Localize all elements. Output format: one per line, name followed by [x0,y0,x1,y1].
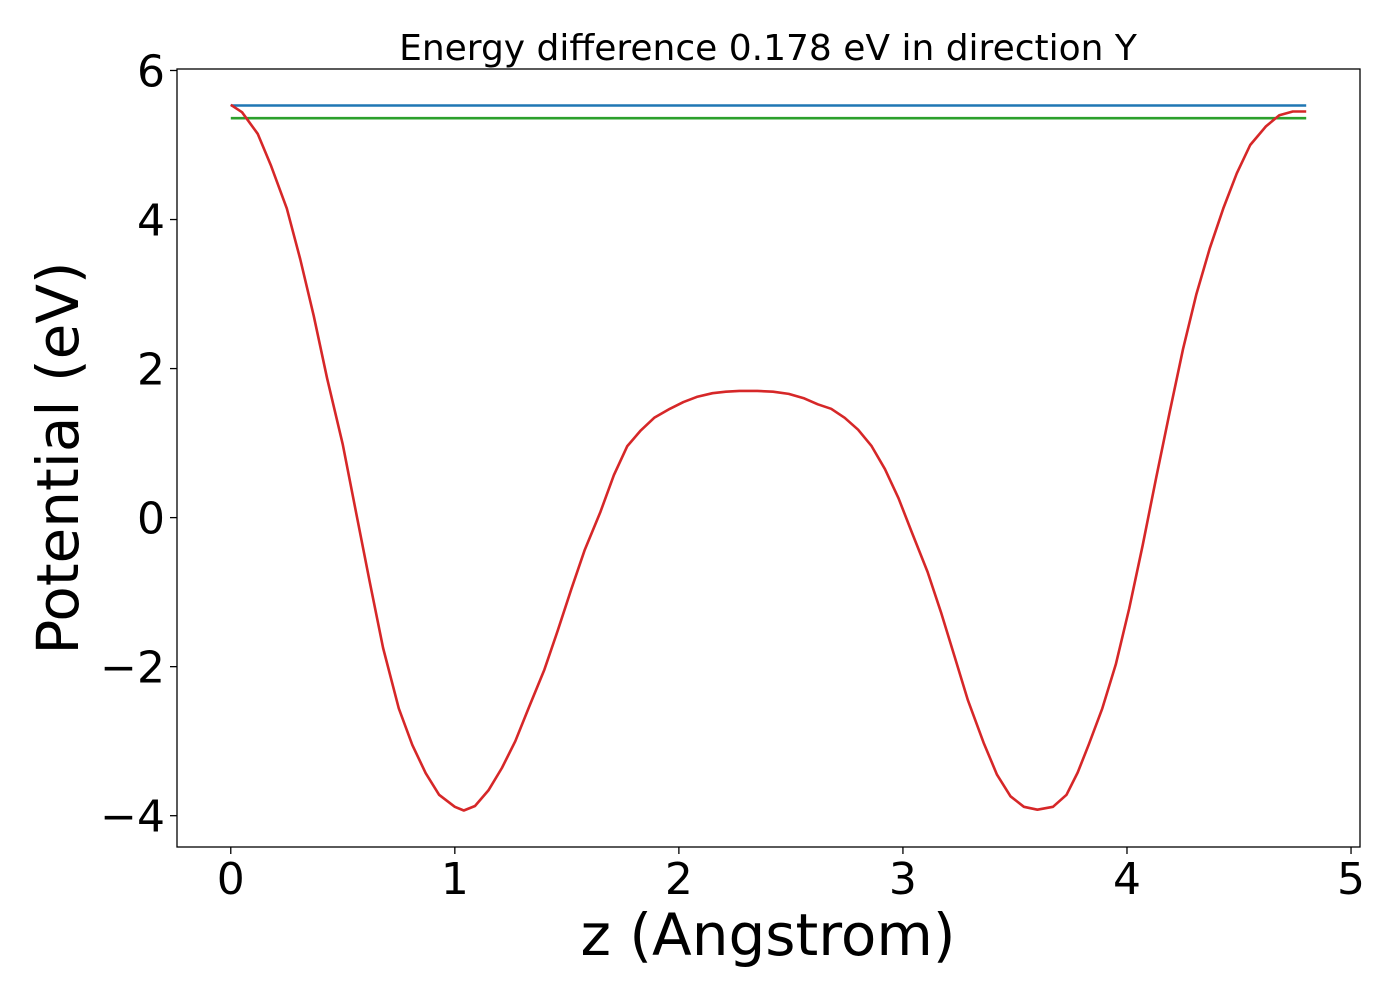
x-tick-label: 0 [217,854,245,905]
x-axis-label: z (Angstrom) [581,901,956,969]
y-axis-label: Potential (eV) [24,261,92,654]
plot-frame [176,68,1361,848]
x-tick-label: 1 [441,854,469,905]
series-line-2 [230,103,1307,812]
chart-title: Energy difference 0.178 eV in direction … [399,28,1138,69]
y-tick-label: 0 [137,494,165,545]
y-tick-label: −4 [100,792,165,843]
y-tick-label: 2 [137,345,165,396]
x-axis: 0 1 2 3 4 5 [217,847,1365,905]
x-tick-label: 3 [889,854,917,905]
y-tick-label: −2 [100,643,165,694]
x-tick-label: 4 [1113,854,1141,905]
y-axis: −4 −2 0 2 4 6 [100,46,177,843]
plot-lines [230,103,1307,812]
y-tick-label: 4 [137,196,165,247]
y-tick-label: 6 [137,46,165,97]
x-tick-label: 5 [1337,854,1365,905]
x-tick-label: 2 [665,854,693,905]
